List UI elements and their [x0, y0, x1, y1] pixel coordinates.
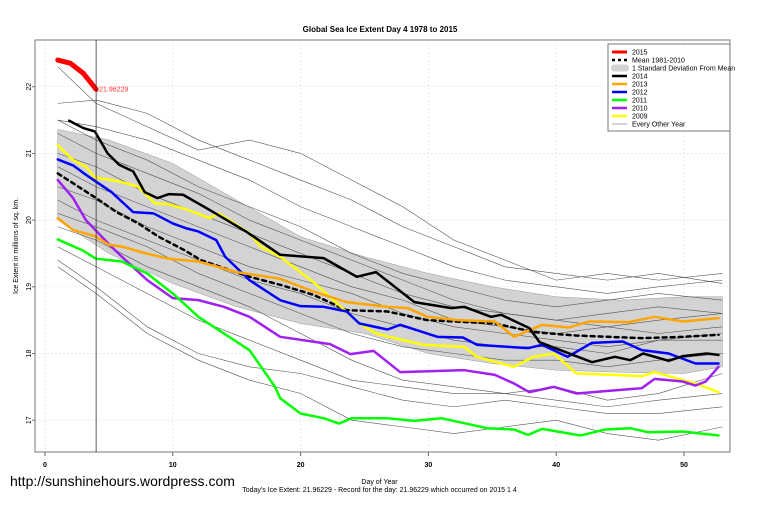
y-axis-label: Ice Extent in millions of sq. km. [13, 198, 20, 294]
axes: 0 10 20 30 40 50 17 18 19 20 21 22 [26, 39, 731, 469]
series-line-2014 [68, 119, 720, 364]
other-year-line [57, 133, 723, 321]
std-deviation-band [57, 129, 723, 374]
legend-swatch [611, 64, 629, 72]
other-year-line [57, 259, 723, 414]
legend-label: 2010 [632, 106, 648, 113]
std-band [57, 129, 723, 374]
x-tick-label: 20 [297, 462, 305, 469]
other-year-line [57, 213, 723, 368]
x-axis-label: Day of Year [361, 479, 398, 486]
x-tick-label: 50 [680, 462, 688, 469]
legend-label: 2011 [632, 98, 647, 105]
x-tick-label: 40 [552, 462, 560, 469]
other-year-line [57, 246, 723, 408]
other-year-line [57, 119, 723, 294]
x-tick-label: 10 [169, 462, 177, 469]
y-tick-label: 21 [26, 149, 33, 157]
x-tick-label: 0 [43, 462, 47, 469]
current-value-annotation: 21.96229 [99, 86, 128, 93]
other-year-line [57, 186, 723, 348]
y-tick-label: 17 [26, 416, 33, 424]
legend-label: 2013 [632, 82, 648, 89]
other-year-line [57, 99, 723, 284]
series-line-mean-1981-2010 [56, 172, 720, 340]
legend-label: Mean 1981-2010 [632, 58, 685, 65]
legend-box [607, 43, 731, 132]
other-year-line [57, 199, 723, 354]
legend-label: Every Other Year [632, 122, 686, 129]
chart-title: Global Sea Ice Extent Day 4 1978 to 2015 [303, 25, 458, 34]
series-line-2011 [56, 238, 720, 437]
other-years-lines [57, 66, 723, 441]
series-line-2010 [56, 178, 720, 395]
series-lines: 21.96229 [55, 57, 720, 437]
other-year-line [57, 166, 723, 334]
series-line-2013 [56, 216, 720, 339]
series-line-2012 [56, 158, 720, 365]
legend-label: 1 Standard Deviation From Mean [632, 66, 735, 73]
footer-record-text: Today's Ice Extent: 21.96229 - Record fo… [242, 487, 517, 494]
y-tick-label: 20 [26, 216, 33, 224]
y-tick-label: 18 [26, 350, 33, 358]
series-line-2009 [56, 144, 720, 394]
y-tick-label: 22 [26, 83, 33, 91]
x-tick-label: 30 [425, 462, 433, 469]
legend-label: 2015 [632, 50, 648, 57]
plot-frame [34, 39, 731, 453]
series-line-2015 [55, 57, 99, 92]
other-year-line [57, 119, 723, 308]
watermark-url: http://sunshinehours.wordpress.com [10, 473, 235, 489]
legend-label: 2014 [632, 74, 648, 81]
legend-label: 2009 [632, 114, 648, 121]
other-year-line [57, 66, 723, 281]
legend-label: 2012 [632, 90, 648, 97]
y-tick-label: 19 [26, 283, 33, 291]
other-year-line [57, 226, 723, 401]
